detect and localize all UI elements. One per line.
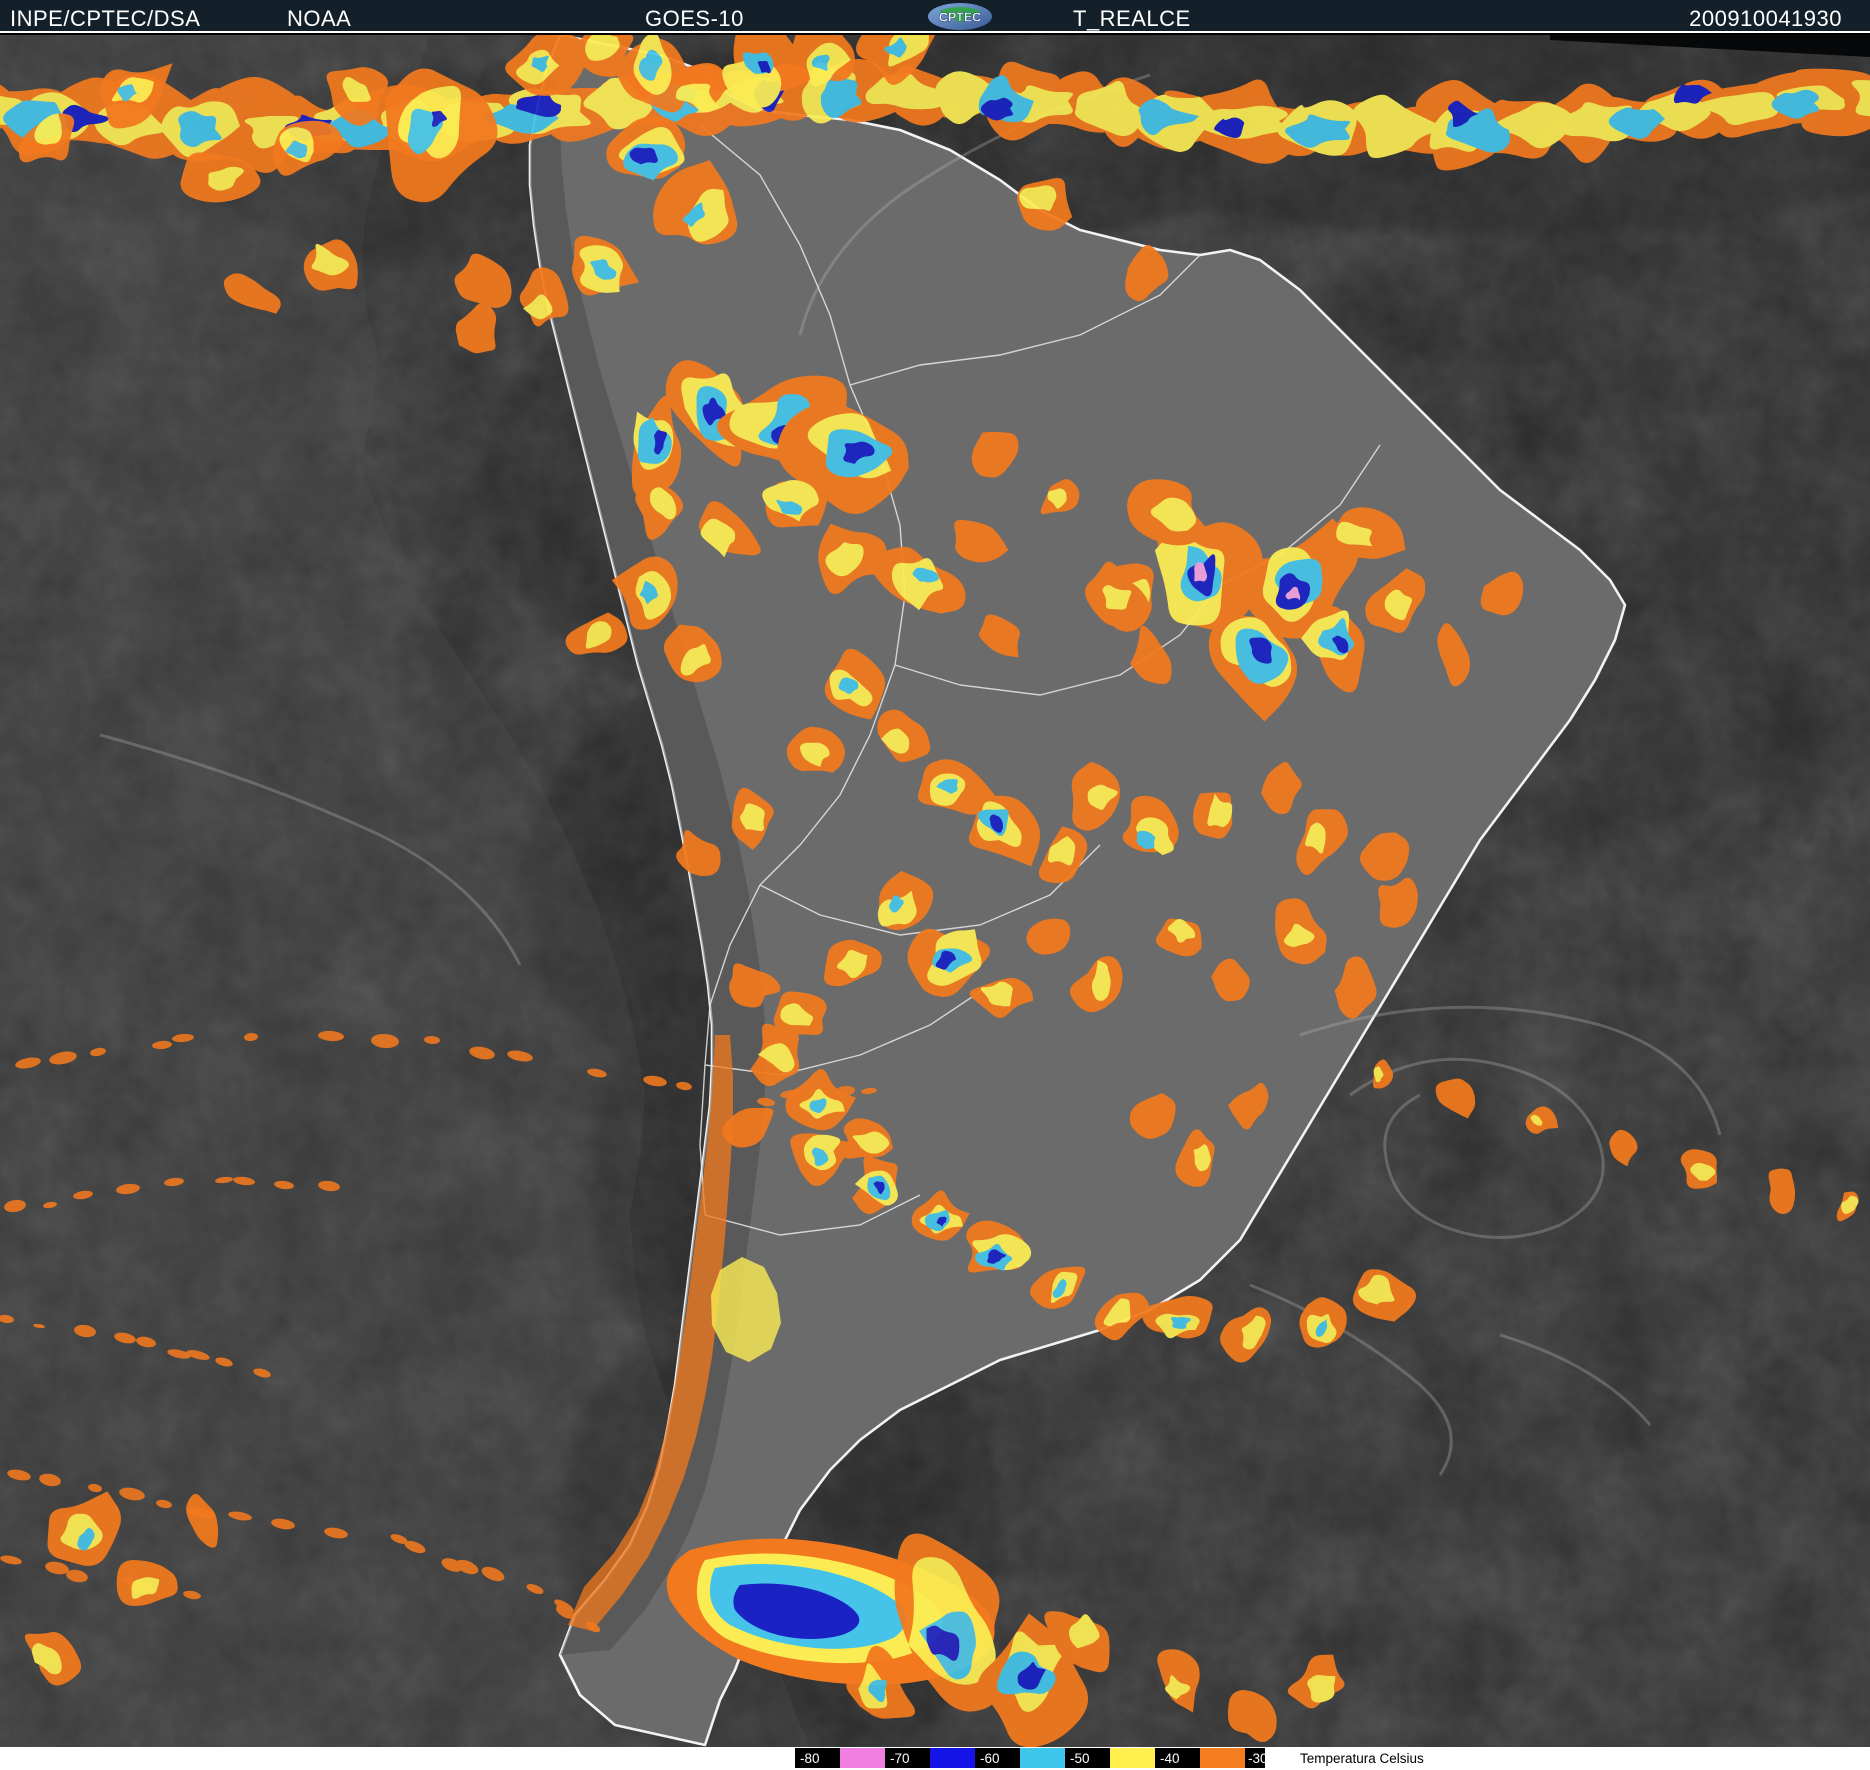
svg-text:CPTEC: CPTEC	[939, 11, 981, 25]
svg-text:-70: -70	[890, 1751, 910, 1766]
svg-text:-80: -80	[800, 1751, 820, 1766]
svg-text:-50: -50	[1070, 1751, 1090, 1766]
svg-text:-60: -60	[980, 1751, 1000, 1766]
svg-text:Temperatura Celsius: Temperatura Celsius	[1300, 1751, 1424, 1766]
svg-text:-30: -30	[1248, 1751, 1268, 1766]
svg-text:-40: -40	[1160, 1751, 1180, 1766]
